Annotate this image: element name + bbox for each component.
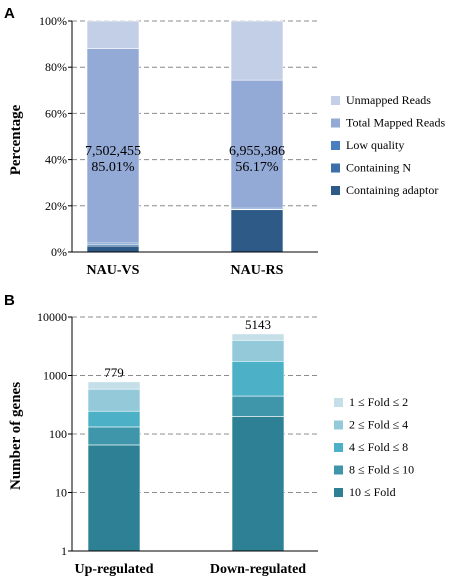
legend-swatch [331, 141, 340, 150]
segment-data-label: 56.17% [235, 160, 279, 175]
legend-entry: Total Mapped Reads [346, 116, 445, 130]
bar-segment-unmapped-reads-nau-rs [230, 20, 284, 81]
segment-data-label: 6,955,386 [229, 144, 285, 159]
x-tick-label: Up-regulated [74, 562, 153, 577]
y-tick-label: 20% [45, 199, 67, 213]
bar-segment-2-fold-4-down-regulated [231, 339, 285, 362]
y-tick-label: 100 [49, 427, 67, 441]
bar-segment-total-mapped-reads-nau-rs [230, 79, 284, 209]
x-tick-label: NAU-VS [87, 263, 140, 278]
bar-segment-10-fold-down-regulated [231, 416, 285, 552]
bar-segment-8-fold-10-up-regulated [87, 426, 141, 446]
y-tick-label: 100% [39, 14, 67, 28]
panel-b-y-ticks: 1 10 100 1000 10000 [37, 310, 67, 558]
y-tick-label: 40% [45, 153, 67, 167]
bar-total-label: 5143 [245, 317, 271, 332]
legend-entry: Low quality [346, 138, 404, 152]
legend-swatch [334, 488, 343, 497]
bar-segment-containing-adaptor-nau-rs [230, 209, 284, 253]
y-tick-label: 80% [45, 60, 67, 74]
legend-swatch [331, 163, 340, 173]
legend-entry: Containing N [346, 161, 411, 175]
x-tick-label: NAU-RS [231, 263, 284, 278]
legend-swatch [331, 96, 340, 105]
y-tick-label: 60% [45, 106, 67, 120]
bar-segment-4-fold-8-down-regulated [231, 360, 285, 397]
legend-swatch [331, 186, 340, 195]
panel-a-bars [86, 20, 284, 253]
panel-a-y-ticks: 0% 20% 40% 60% 80% 100% [39, 14, 67, 259]
y-tick-label: 10000 [37, 310, 67, 324]
bar-segment-4-fold-8-up-regulated [87, 410, 141, 428]
bar-segment-1-fold-2-up-regulated [87, 381, 141, 390]
panel-b-x-ticks: Up-regulated Down-regulated [74, 562, 306, 577]
x-tick-label: Down-regulated [210, 562, 306, 577]
legend-entry: 8 ≤ Fold ≤ 10 [349, 463, 414, 477]
bar-segment-8-fold-10-down-regulated [231, 395, 285, 417]
panel-a-legend: Unmapped Reads Total Mapped Reads Low qual… [331, 93, 445, 197]
legend-swatch [334, 398, 343, 407]
bar-total-label: 779 [104, 365, 124, 380]
bar-segment-total-mapped-reads-nau-vs [86, 48, 140, 244]
panel-b-bars [87, 333, 285, 552]
bar-segment-containing-adaptor-nau-vs [86, 245, 140, 253]
y-tick-label: 0% [51, 245, 67, 259]
panel-b-totals: 779 5143 [104, 317, 271, 380]
bar-segment-unmapped-reads-nau-vs [86, 20, 140, 49]
panel-b-axes [68, 316, 318, 552]
panel-b: B 1 10 100 1000 10000 Up-regulated Down-regul… [4, 292, 414, 577]
panel-a-label: A [4, 5, 15, 22]
panel-b-y-axis-label: Number of genes [8, 382, 24, 490]
panel-a-x-ticks: NAU-VS NAU-RS [87, 263, 284, 278]
segment-data-label: 7,502,455 [85, 144, 141, 159]
legend-swatch [331, 118, 340, 128]
bar-segment-10-fold-up-regulated [87, 444, 141, 552]
legend-swatch [334, 443, 343, 452]
legend-entry: Unmapped Reads [346, 93, 431, 107]
segment-data-label: 85.01% [91, 160, 135, 175]
y-tick-label: 1 [61, 544, 67, 558]
y-tick-label: 10 [55, 486, 67, 500]
panel-b-label: B [4, 292, 15, 309]
y-tick-label: 1000 [43, 369, 67, 383]
panel-a: A 0% 20% 40% 60% 80% 100% NAU-VS NAU-RS 7,502,… [4, 5, 445, 278]
bar-segment-2-fold-4-up-regulated [87, 388, 141, 412]
bar-segment-1-fold-2-down-regulated [231, 333, 285, 341]
legend-entry: Containing adaptor [346, 183, 438, 197]
legend-swatch [334, 465, 343, 475]
legend-entry: 10 ≤ Fold [349, 485, 396, 499]
legend-entry: 2 ≤ Fold ≤ 4 [349, 418, 408, 432]
panel-b-legend: 1 ≤ Fold ≤ 2 2 ≤ Fold ≤ 4 4 ≤ Fold ≤ 8 8 ≤ … [334, 395, 414, 499]
legend-entry: 1 ≤ Fold ≤ 2 [349, 395, 408, 409]
panel-a-y-axis-label: Percentage [8, 104, 24, 175]
legend-swatch [334, 420, 343, 430]
panel-a-axes [68, 20, 318, 253]
legend-entry: 4 ≤ Fold ≤ 8 [349, 440, 408, 454]
